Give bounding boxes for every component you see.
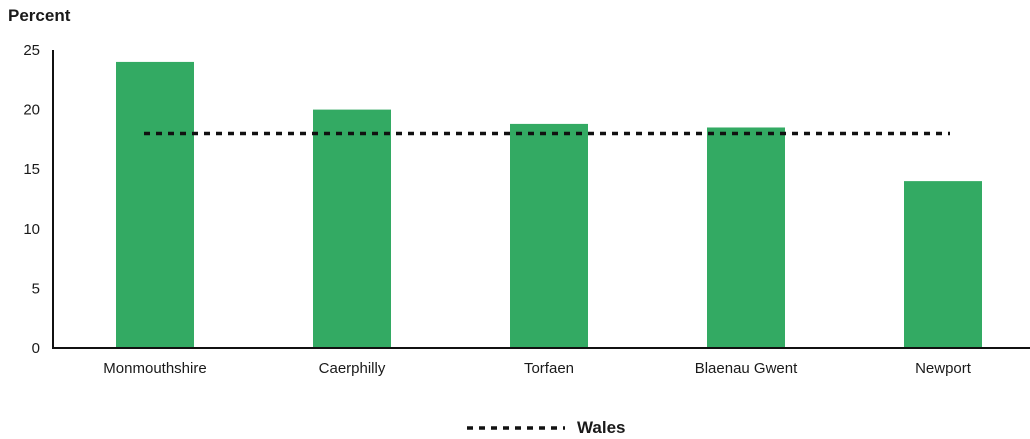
legend: Wales [467,418,626,437]
y-tick-labels: 0 5 10 15 20 25 [23,42,40,357]
bar-monmouthshire [116,61,194,349]
bar-blaenau-gwent [707,127,785,348]
y-axis-title: Percent [8,6,71,25]
x-tick-label-torfaen: Torfaen [524,360,574,377]
y-tick-label-25: 25 [23,42,40,59]
x-tick-label-monmouthshire: Monmouthshire [103,360,206,377]
x-tick-label-caerphilly: Caerphilly [319,360,386,377]
bar-newport [904,181,982,348]
legend-label-wales: Wales [577,418,626,437]
bar-caerphilly [313,109,391,348]
y-tick-label-10: 10 [23,221,40,238]
y-tick-label-5: 5 [32,280,40,297]
x-tick-label-blaenau-gwent: Blaenau Gwent [695,360,798,377]
y-tick-label-0: 0 [32,340,40,357]
x-tick-label-newport: Newport [915,360,972,377]
x-tick-labels: Monmouthshire Caerphilly Torfaen Blaenau Gw… [103,360,971,377]
bar-torfaen [510,123,588,349]
y-tick-label-15: 15 [23,161,40,178]
y-tick-label-20: 20 [23,102,40,119]
bars-group [116,61,982,349]
